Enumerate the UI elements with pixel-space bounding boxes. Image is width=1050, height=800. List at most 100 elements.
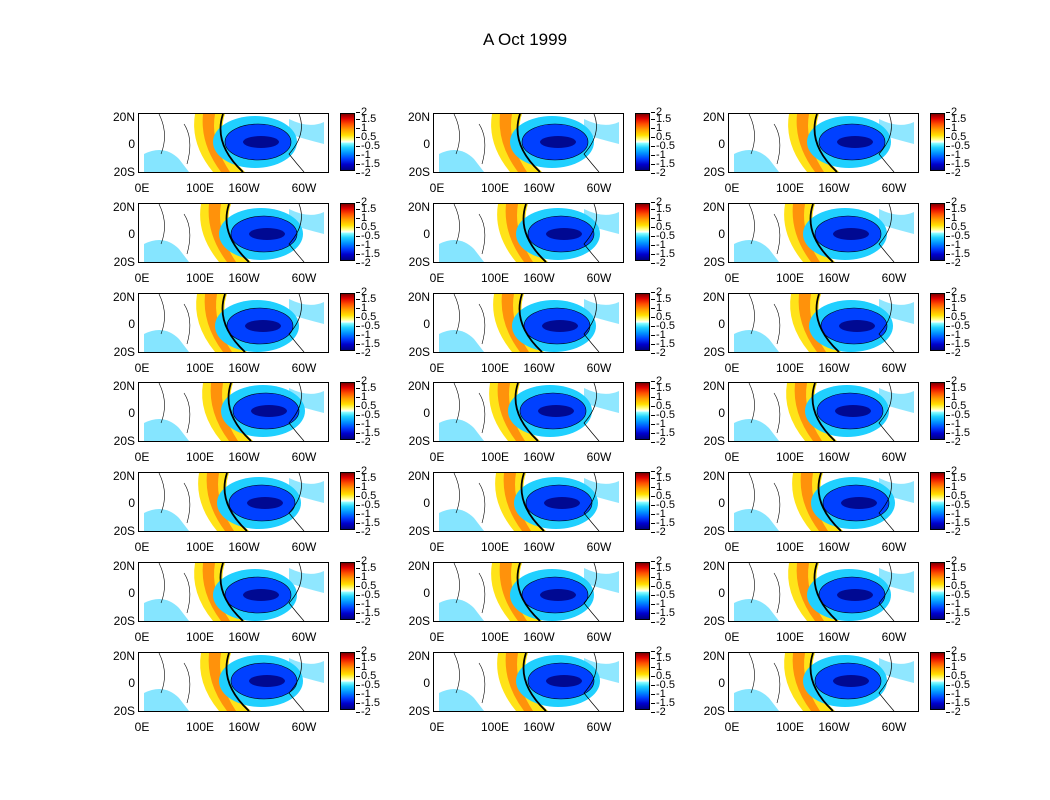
colorbar-tick-label: -1 <box>356 599 371 610</box>
contour-line <box>224 123 292 161</box>
colorbar-tick-label: 1 <box>946 213 957 224</box>
coastline <box>158 563 191 614</box>
colorbar-tick-label: -0.5 <box>651 410 675 421</box>
colorbar <box>340 652 355 710</box>
y-tick-label: 20N <box>407 649 430 663</box>
colorbar-tick-label: 1.5 <box>356 383 376 394</box>
colorbar <box>635 472 650 530</box>
colorbar-tick-label: 2 <box>946 376 957 387</box>
colorbar-tick-label: -2 <box>651 348 666 359</box>
anomaly-map <box>433 562 624 622</box>
x-tick-label: 60W <box>881 181 907 195</box>
y-tick-label: 0 <box>718 586 725 600</box>
zero-contour <box>811 383 836 441</box>
contour-line <box>226 307 294 345</box>
colorbar-tick-label: -1.5 <box>651 608 675 619</box>
colorbar-tick-label: 1 <box>651 482 662 493</box>
coastline <box>453 204 486 255</box>
coastline <box>288 563 305 621</box>
colorbar-tick-label: 2 <box>946 197 957 208</box>
colorbar-tick-label: 1.5 <box>356 114 376 125</box>
colorbar-tick-label: 1 <box>356 662 367 673</box>
page-title: A Oct 1999 <box>482 30 568 49</box>
map-panel-6: 20N 0 20S 0E 100E 160W 60W 2 1.5 1 0.5 -0.5 -1 -1.5 -2 <box>703 197 1023 293</box>
negative-anomaly-core <box>837 136 873 148</box>
zero-contour <box>813 563 838 621</box>
zero-contour <box>516 114 541 172</box>
coastline <box>453 294 486 345</box>
colorbar-tick-label: 2 <box>651 646 662 657</box>
anomaly-field <box>144 114 324 172</box>
x-tick-label: 0E <box>724 450 740 464</box>
anomaly-map <box>138 382 329 442</box>
colorbar-tick-label: -1.5 <box>356 428 380 439</box>
x-tick-label: 60W <box>881 271 907 285</box>
y-tick-label: 0 <box>718 676 725 690</box>
weak-negative-area <box>144 240 189 262</box>
colorbar-tick-label: -1 <box>356 509 371 520</box>
coastline <box>288 294 305 352</box>
colorbar-tick-label: -1.5 <box>651 249 675 260</box>
anomaly-map <box>433 113 624 173</box>
colorbar-tick-label: 1 <box>356 482 367 493</box>
y-tick-label: 0 <box>423 137 430 151</box>
coastline <box>453 114 486 165</box>
coastline <box>878 383 895 441</box>
x-tick-label: 160W <box>818 540 850 554</box>
map-panel-19: 20N 0 20S 0E 100E 160W 60W 2 1.5 1 0.5 -0.5 -1 -1.5 -2 <box>113 646 433 742</box>
x-tick-label: 160W <box>523 181 555 195</box>
weak-negative-area <box>734 509 779 531</box>
anomaly-field <box>734 473 914 531</box>
x-tick-label: 160W <box>818 271 850 285</box>
x-tick-label: 60W <box>586 720 612 734</box>
colorbar-tick-label: 2 <box>356 556 367 567</box>
anomaly-map <box>728 562 919 622</box>
colorbar-tick-label: 0.5 <box>356 401 376 412</box>
colorbar-tick-label: -2 <box>946 617 961 628</box>
x-tick-label: 0E <box>429 540 445 554</box>
coastline <box>878 563 895 621</box>
y-tick-label: 0 <box>128 317 135 331</box>
y-tick-label: 0 <box>423 496 430 510</box>
colorbar-tick-label: -1.5 <box>356 249 380 260</box>
colorbar-tick-label: -1.5 <box>946 608 970 619</box>
y-tick-label: 20S <box>408 524 430 538</box>
anomaly-map <box>138 562 329 622</box>
x-tick-label: 100E <box>185 720 215 734</box>
zero-contour <box>522 653 547 711</box>
coastline <box>878 294 895 352</box>
colorbar-tick-label: 1.5 <box>946 204 966 215</box>
colorbar-tick-label: 1 <box>946 482 957 493</box>
colorbar-tick-label: -1 <box>356 689 371 700</box>
y-tick-label: 20N <box>407 110 430 124</box>
y-tick-label: 20S <box>408 704 430 718</box>
zero-contour <box>815 294 840 352</box>
colorbar-tick-label: 1.5 <box>946 473 966 484</box>
weak-negative-area <box>584 119 619 144</box>
colorbar-tick-label: 1 <box>946 572 957 583</box>
colorbar-tick-label: 0.5 <box>946 401 966 412</box>
colorbar <box>930 652 945 710</box>
colorbar-tick-label: -1 <box>946 599 961 610</box>
anomaly-field <box>439 473 619 531</box>
weak-negative-area <box>289 568 324 593</box>
colorbar-tick-label: -1 <box>946 509 961 520</box>
colorbar <box>635 293 650 351</box>
colorbar-tick-label: -1.5 <box>651 428 675 439</box>
colorbar-tick-label: -0.5 <box>356 231 380 242</box>
x-tick-label: 160W <box>818 361 850 375</box>
y-tick-label: 20S <box>113 165 135 179</box>
colorbar-tick-label: 0.5 <box>356 312 376 323</box>
anomaly-field <box>144 383 324 441</box>
x-tick-label: 0E <box>134 630 150 644</box>
y-tick-label: 20S <box>703 255 725 269</box>
colorbar-tick-label: 2 <box>356 197 367 208</box>
anomaly-field <box>734 383 914 441</box>
negative-anomaly-core <box>839 320 875 332</box>
colorbar-tick-label: -2 <box>651 168 666 179</box>
y-tick-label: 0 <box>718 317 725 331</box>
contour-line <box>816 392 884 430</box>
map-panel-13: 20N 0 20S 0E 100E 160W 60W 2 1.5 1 0.5 -0.5 -1 -1.5 -2 <box>113 466 433 562</box>
x-tick-label: 0E <box>724 271 740 285</box>
weak-negative-area <box>879 658 914 683</box>
